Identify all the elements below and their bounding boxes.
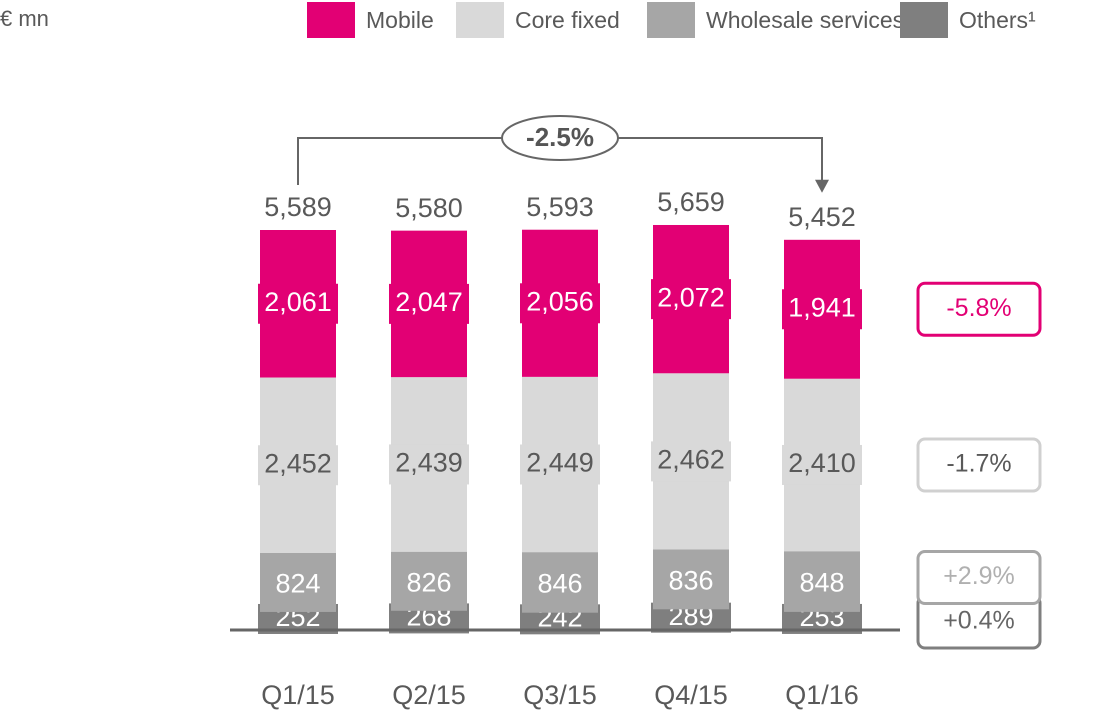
total-label: 5,580 [395,193,463,223]
x-tick-label: Q2/15 [392,680,466,710]
data-label: 848 [799,568,844,598]
legend-label: Core fixed [515,7,620,33]
data-label: 1,941 [788,292,856,322]
label-box [782,289,862,330]
x-tick-label: Q1/16 [785,680,859,710]
label-box [520,444,600,485]
data-label: 824 [275,569,320,599]
legend-swatch [647,2,695,38]
data-label: 2,452 [264,448,332,478]
data-label: 2,439 [395,448,463,478]
data-label: 2,072 [657,282,725,312]
change-label: +0.4% [943,607,1015,635]
total-label: 5,589 [264,192,332,222]
label-box [389,283,469,324]
x-tick-label: Q1/15 [261,680,335,710]
label-box [258,283,338,324]
legend-swatch [900,2,948,38]
change-label: -5.8% [946,294,1011,322]
data-label: 2,047 [395,287,463,317]
data-label: 846 [537,569,582,599]
arrow-head [815,179,829,193]
legend-swatch [456,2,504,38]
label-box [651,279,731,320]
data-label: 836 [668,566,713,596]
data-label: 2,449 [526,448,594,478]
legend-label: Wholesale services¹ [706,7,912,33]
change-box [916,281,1042,337]
label-box [651,441,731,482]
data-label: 826 [406,567,451,597]
data-label: 2,056 [526,286,594,316]
total-label: 5,593 [526,192,594,222]
bar-segment [260,552,336,612]
unit-label: € mn [0,6,49,31]
legend-swatch [307,2,355,38]
total-change-label: -2.5% [526,122,594,152]
bar-segment [391,551,467,611]
change-label: +2.9% [943,562,1015,590]
change-box [916,550,1042,606]
x-tick-label: Q3/15 [523,680,597,710]
label-box [520,283,600,324]
change-box [916,437,1042,493]
total-label: 5,659 [657,187,725,217]
label-box [389,444,469,485]
change-ellipse [501,115,619,161]
legend-label: Others¹ [959,7,1036,33]
data-label: 2,462 [657,445,725,475]
data-label: 2,061 [264,287,332,317]
label-box [258,445,338,486]
bar-segment [522,552,598,613]
data-label: 2,410 [788,448,856,478]
bar-segment [653,549,729,610]
bar-segment [784,551,860,612]
label-box [782,444,862,485]
total-label: 5,452 [788,202,856,232]
change-label: -1.7% [946,450,1011,478]
legend-label: Mobile [366,7,434,33]
x-tick-label: Q4/15 [654,680,728,710]
